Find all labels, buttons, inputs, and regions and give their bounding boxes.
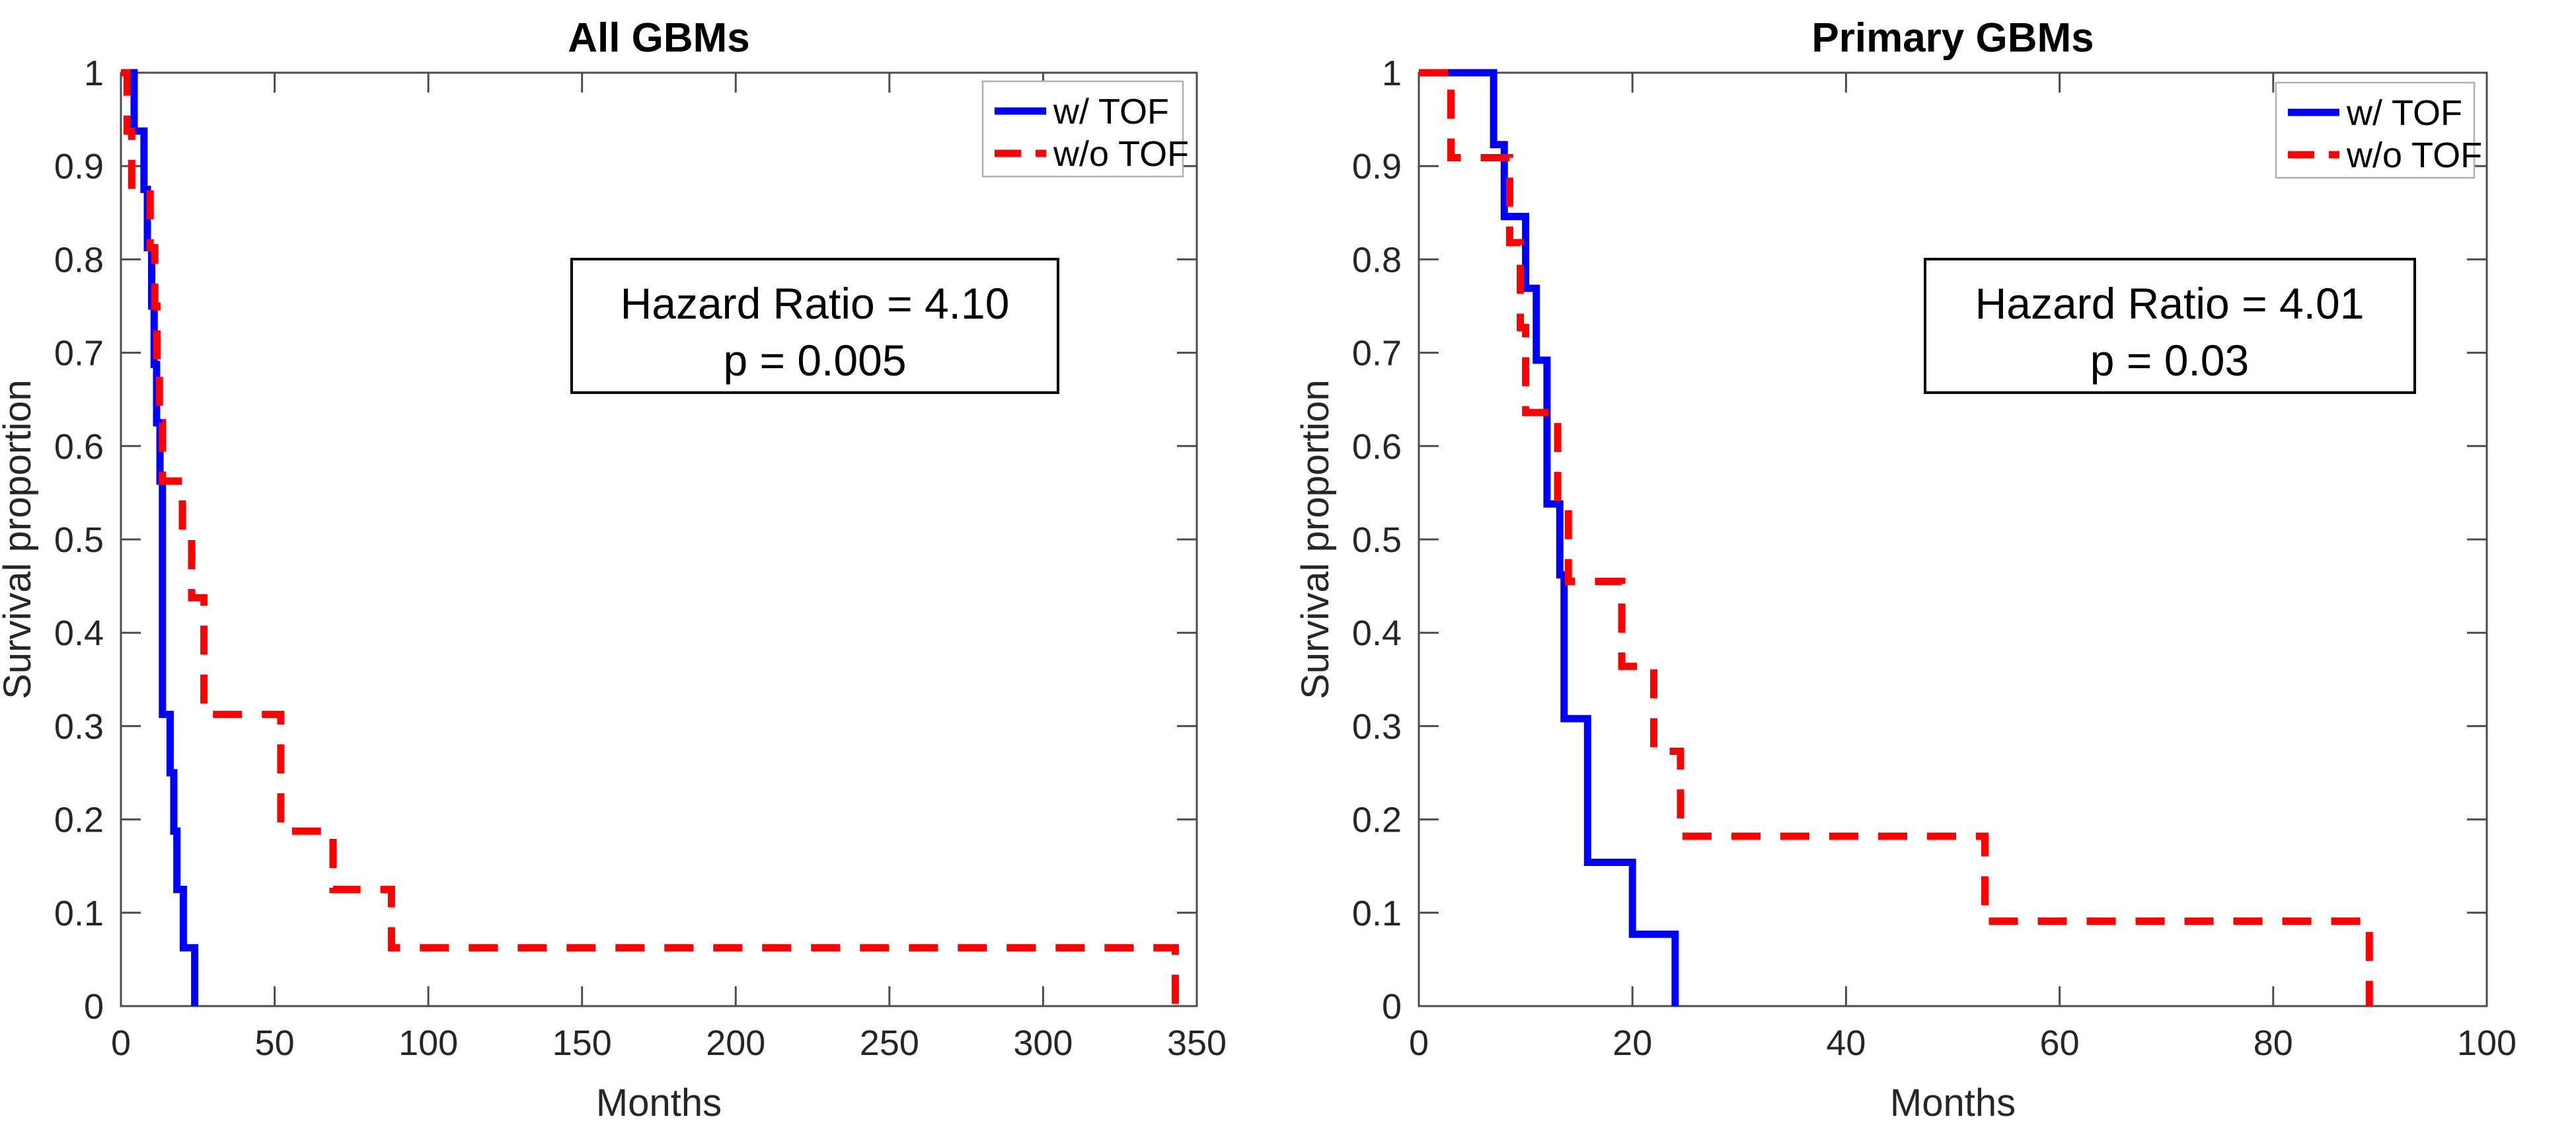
x-tick-label: 150 — [552, 1023, 612, 1063]
legend-label-w-tof: w/ TOF — [1053, 92, 1169, 132]
y-tick-label: 0.2 — [54, 801, 104, 840]
x-tick-label: 20 — [1612, 1023, 1652, 1063]
annotation-frame — [1924, 258, 2416, 394]
annotation-box: Hazard Ratio = 4.01 p = 0.03 — [1924, 258, 2416, 394]
x-tick-label: 80 — [2254, 1023, 2293, 1063]
hazard-ratio-text: Hazard Ratio = 4.10 — [621, 279, 1010, 328]
y-tick-label: 0.2 — [1352, 801, 1402, 840]
plot-frame — [120, 71, 1198, 1007]
x-tick-label: 60 — [2040, 1023, 2080, 1063]
y-tick-label: 0.9 — [54, 147, 104, 186]
y-tick-label: 0.7 — [54, 334, 104, 373]
y-tick-label: 1 — [1382, 54, 1402, 93]
survival-curve-w-tof — [1419, 69, 1679, 1006]
survival-curve-w-o-tof — [121, 69, 1179, 1006]
y-tick-label: 0.7 — [1352, 334, 1402, 373]
x-tick-label: 40 — [1826, 1023, 1866, 1063]
y-tick-label: 1 — [84, 54, 104, 93]
y-tick-label: 0.6 — [54, 427, 104, 467]
legend-label-wo-tof: w/o TOF — [1053, 134, 1189, 174]
y-tick-label: 0.8 — [1352, 240, 1402, 280]
panel-all-gbms: All GBMs Months Survival proportion Haza… — [0, 15, 1189, 1124]
y-tick-label: 0.4 — [54, 613, 104, 653]
y-tick-label: 0.5 — [1352, 520, 1402, 560]
y-tick-label: 0.9 — [1352, 147, 1402, 186]
x-axis-label: Months — [596, 1081, 722, 1124]
p-value-text: p = 0.03 — [2090, 336, 2249, 385]
panel-title: Primary GBMs — [1811, 15, 2094, 61]
x-tick-label: 200 — [706, 1023, 765, 1063]
hazard-ratio-text: Hazard Ratio = 4.01 — [1975, 279, 2365, 328]
x-tick-label: 100 — [398, 1023, 458, 1063]
legend: w/ TOF w/o TOF — [2275, 81, 2482, 179]
y-tick-label: 0.4 — [1352, 613, 1402, 653]
y-tick-label: 0.1 — [1352, 894, 1402, 933]
legend-label-w-tof: w/ TOF — [2346, 93, 2462, 133]
survival-curve-w-o-tof — [1419, 69, 2373, 1006]
p-value-text: p = 0.005 — [723, 336, 906, 385]
y-tick-label: 0.6 — [1352, 427, 1402, 467]
y-tick-label: 0.3 — [54, 707, 104, 746]
y-tick-label: 0.8 — [54, 240, 104, 280]
x-tick-label: 0 — [1409, 1023, 1429, 1063]
x-tick-label: 300 — [1013, 1023, 1073, 1063]
x-tick-label: 100 — [2457, 1023, 2517, 1063]
panel-primary-gbms: Primary GBMs Months Survival proportion … — [1294, 15, 2482, 1124]
legend-frame — [2275, 81, 2476, 179]
x-tick-label: 0 — [111, 1023, 131, 1063]
y-tick-label: 0 — [84, 987, 104, 1027]
x-tick-label: 50 — [255, 1023, 295, 1063]
x-axis-label: Months — [1890, 1081, 2016, 1124]
panel-title: All GBMs — [568, 15, 750, 61]
x-tick-label: 250 — [860, 1023, 919, 1063]
y-tick-label: 0.5 — [54, 520, 104, 560]
legend-label-wo-tof: w/o TOF — [2346, 136, 2482, 175]
legend-frame — [981, 80, 1184, 178]
annotation-frame — [570, 258, 1059, 394]
y-axis-label: Survival proportion — [0, 379, 39, 699]
legend: w/ TOF w/o TOF — [981, 80, 1189, 178]
x-tick-label: 350 — [1167, 1023, 1227, 1063]
annotation-box: Hazard Ratio = 4.10 p = 0.005 — [570, 258, 1059, 394]
plot-frame — [1418, 71, 2488, 1007]
y-tick-label: 0.3 — [1352, 707, 1402, 746]
plot-area-all-gbms: 0 50 100 150 200 250 300 350 0 0.1 0.2 0.3 0.4 0.5 0.6… — [54, 54, 1227, 1063]
y-axis-label: Survival proportion — [1294, 379, 1337, 699]
y-tick-label: 0 — [1382, 987, 1402, 1027]
plot-area-primary-gbms: 0 20 40 60 80 100 0 0.1 0.2 0.3 0.4 0.5 0.6 0.7 0.8 0.9… — [1352, 54, 2517, 1063]
y-tick-label: 0.1 — [54, 894, 104, 933]
